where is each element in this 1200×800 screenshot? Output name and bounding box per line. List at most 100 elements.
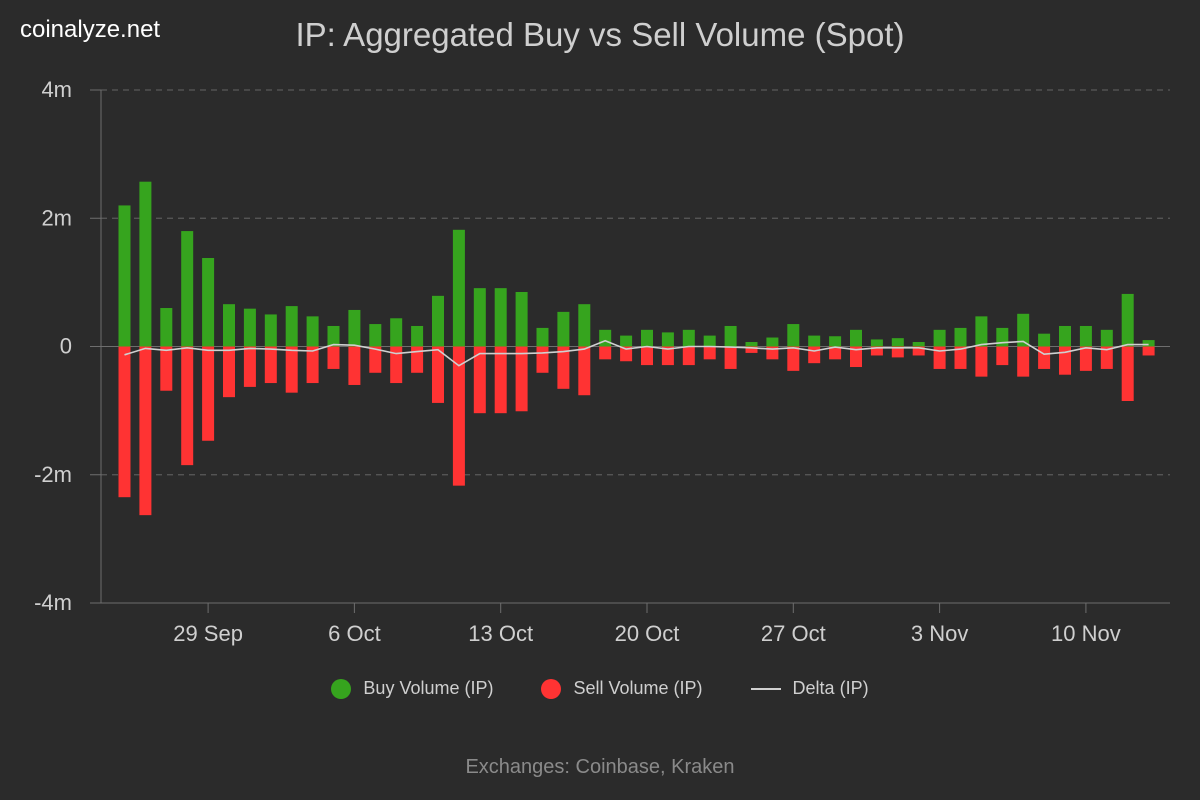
- buy-bar: [641, 329, 653, 347]
- sell-bar: [1142, 346, 1155, 356]
- sell-bar: [933, 346, 946, 369]
- sell-bar: [1038, 346, 1051, 369]
- sell-bar: [452, 346, 465, 486]
- sell-bar: [160, 346, 173, 391]
- sell-bar: [264, 346, 277, 384]
- legend-label-buy: Buy Volume (IP): [363, 678, 494, 698]
- sell-bar: [745, 346, 758, 353]
- x-tick-label: 6 Oct: [328, 621, 381, 646]
- sell-bar: [327, 346, 340, 369]
- buy-bar: [661, 332, 674, 347]
- y-tick-label: -4m: [34, 590, 72, 615]
- sell-dot-icon: [541, 678, 562, 699]
- sell-bar: [473, 346, 486, 414]
- buy-bar: [1079, 325, 1092, 347]
- buy-bar: [223, 304, 235, 347]
- sell-bar: [515, 346, 528, 412]
- buy-dot-icon: [331, 678, 352, 699]
- y-tick-label: 0: [60, 334, 72, 359]
- buy-bar: [808, 335, 821, 347]
- sell-bar: [118, 346, 131, 498]
- sell-bar: [494, 346, 507, 414]
- x-tick-label: 20 Oct: [615, 621, 680, 646]
- sell-bar: [641, 346, 653, 366]
- x-tick-label: 27 Oct: [761, 621, 826, 646]
- buy-bar: [515, 291, 528, 347]
- buy-bar: [1142, 340, 1155, 347]
- buy-bar: [327, 325, 340, 347]
- buy-bar: [620, 335, 633, 347]
- buy-bar: [745, 342, 758, 347]
- buy-bar: [850, 329, 862, 347]
- buy-bar: [536, 327, 549, 347]
- legend-label-delta: Delta (IP): [792, 678, 869, 698]
- exchanges-footer: Exchanges: Coinbase, Kraken: [465, 756, 735, 778]
- sell-bar: [724, 346, 737, 369]
- buy-bar: [599, 329, 612, 347]
- sell-bar: [1100, 346, 1113, 369]
- sell-bar: [620, 346, 633, 362]
- buy-bar: [390, 318, 403, 347]
- buy-bar: [703, 335, 716, 347]
- buy-bar: [432, 295, 444, 347]
- x-tick-label: 13 Oct: [468, 621, 533, 646]
- sell-bar: [557, 346, 570, 389]
- buy-bar: [724, 325, 737, 347]
- buy-bar: [139, 181, 152, 347]
- delta-line: [124, 339, 1149, 367]
- buy-bar: [118, 205, 131, 347]
- buy-bar: [473, 288, 486, 347]
- buy-bar: [891, 338, 904, 347]
- buy-bar: [452, 229, 465, 347]
- sell-bar: [202, 346, 215, 441]
- buy-bar: [1059, 325, 1071, 347]
- legend-label-sell: Sell Volume (IP): [573, 678, 703, 698]
- buy-bar: [202, 258, 215, 347]
- sell-bar: [829, 346, 842, 360]
- sell-bar: [243, 346, 256, 387]
- buy-bar: [975, 316, 988, 347]
- sell-bar: [306, 346, 319, 384]
- sell-bar: [661, 346, 674, 366]
- sell-bar: [975, 346, 988, 377]
- buy-bar: [1121, 293, 1134, 347]
- buy-bar: [494, 288, 507, 347]
- buy-bar: [829, 336, 842, 347]
- sell-bar: [996, 346, 1009, 366]
- buy-bar: [285, 306, 298, 347]
- sell-bar: [891, 346, 904, 358]
- sell-bar: [139, 346, 152, 516]
- y-tick-label: 4m: [41, 77, 72, 102]
- sell-bar: [181, 346, 194, 466]
- buy-bar: [306, 316, 319, 347]
- legend-item-delta[interactable]: Delta (IP): [750, 678, 869, 699]
- buy-bar: [682, 329, 695, 347]
- sell-bar: [912, 346, 925, 356]
- legend-item-buy[interactable]: Buy Volume (IP): [331, 678, 493, 699]
- buy-bar: [348, 309, 361, 347]
- buy-bar: [243, 308, 256, 347]
- buy-bar: [578, 304, 591, 347]
- sell-bar: [432, 346, 444, 403]
- x-tick-label: 3 Nov: [911, 621, 968, 646]
- sell-bar: [703, 346, 716, 360]
- buy-bar: [369, 324, 382, 347]
- buy-bar: [1017, 313, 1030, 347]
- buy-bar: [912, 342, 925, 347]
- sell-bar: [808, 346, 821, 364]
- y-tick-label: -2m: [34, 462, 72, 487]
- buy-bar: [1038, 333, 1051, 347]
- sell-bar: [870, 346, 883, 356]
- delta-line-icon: [750, 687, 781, 690]
- legend: Buy Volume (IP) Sell Volume (IP) Delta (…: [0, 678, 1200, 699]
- brand-logo[interactable]: coinalyze.net: [20, 16, 161, 43]
- sell-bar: [1121, 346, 1134, 402]
- legend-item-sell[interactable]: Sell Volume (IP): [541, 678, 703, 699]
- sell-bar: [787, 346, 800, 371]
- chart-title: IP: Aggregated Buy vs Sell Volume (Spot): [295, 16, 905, 53]
- sell-bar: [1059, 346, 1071, 375]
- sell-bar: [599, 346, 612, 360]
- buy-bar: [181, 231, 194, 347]
- x-tick-label: 10 Nov: [1051, 621, 1121, 646]
